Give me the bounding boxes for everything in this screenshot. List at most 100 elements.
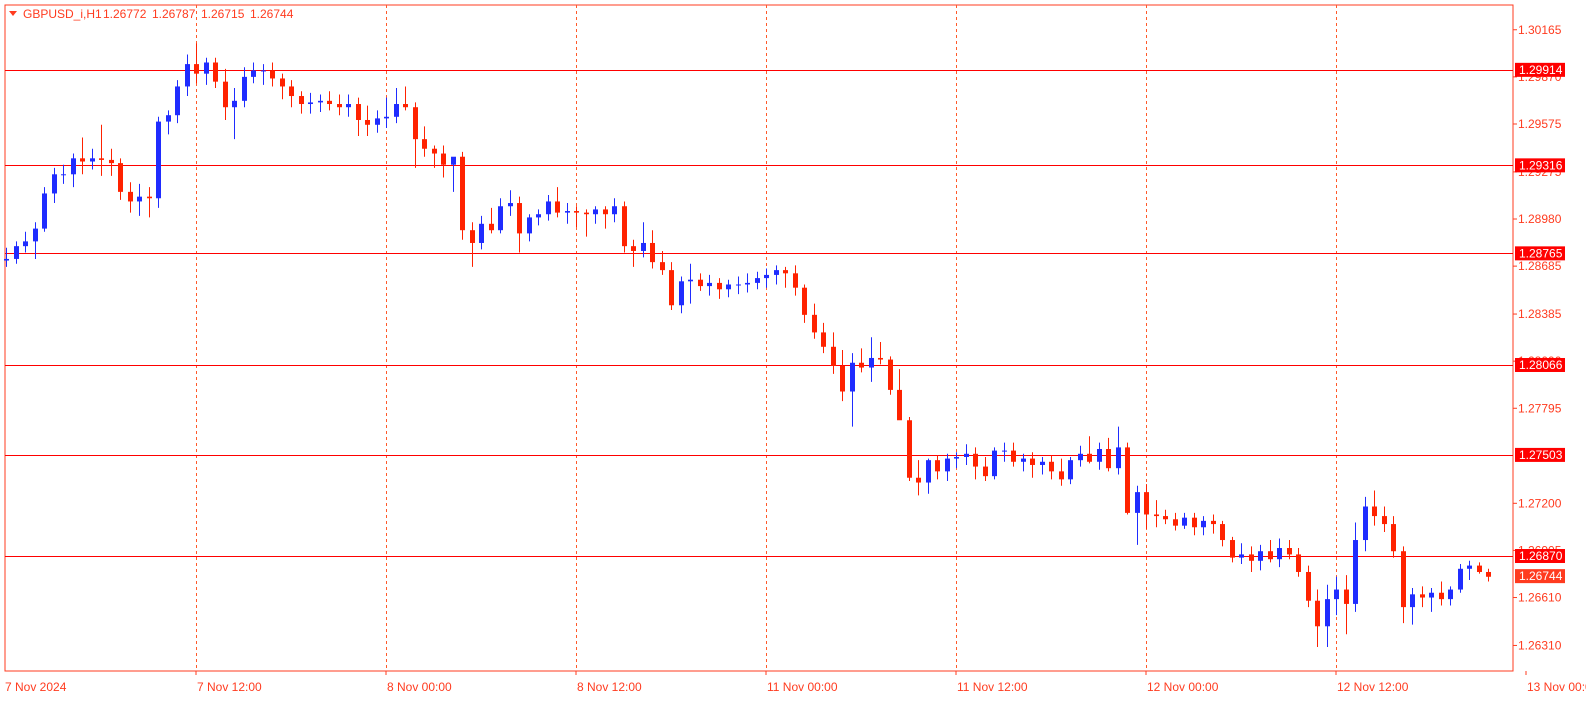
candle-body <box>1021 458 1026 462</box>
candle-body <box>194 64 199 74</box>
candle-body <box>840 365 845 392</box>
candle <box>821 322 826 354</box>
candle-body <box>441 153 446 165</box>
candle-body <box>346 104 351 108</box>
candle <box>42 187 47 232</box>
candle <box>1258 544 1263 571</box>
candle-body <box>1277 548 1282 560</box>
candle-body <box>185 64 190 87</box>
candle <box>850 353 855 427</box>
candle <box>1268 540 1273 563</box>
candle <box>698 273 703 291</box>
candle <box>983 456 988 481</box>
candle-body <box>128 191 133 202</box>
candle-body <box>821 332 826 347</box>
level-label-box <box>1515 357 1565 372</box>
candle <box>1477 562 1482 574</box>
candle-body <box>850 362 855 392</box>
candle-body <box>327 100 332 105</box>
candle-body <box>1125 447 1130 513</box>
candle-body <box>1059 471 1064 480</box>
candle-body <box>1486 571 1491 577</box>
level-label-text: 1.28066 <box>1519 358 1563 372</box>
candle-body <box>356 104 361 120</box>
candle-body <box>508 203 513 207</box>
candle <box>1458 563 1463 593</box>
candle <box>71 153 76 188</box>
candle <box>118 158 123 200</box>
candle-body <box>1439 592 1444 600</box>
candle <box>565 203 570 224</box>
candle <box>232 88 237 140</box>
candle-body <box>603 209 608 215</box>
candle <box>346 94 351 117</box>
candle-body <box>80 158 85 162</box>
candle <box>128 182 133 213</box>
candle <box>479 215 484 250</box>
y-tick-label: 1.28385 <box>1518 307 1562 321</box>
candle-body <box>812 314 817 333</box>
candle-body <box>926 460 931 483</box>
level-label-box <box>1515 549 1565 564</box>
candle-body <box>707 282 712 287</box>
candle-body <box>1306 571 1311 601</box>
candle-body <box>593 209 598 215</box>
candle <box>318 94 323 113</box>
y-tick-label: 1.28980 <box>1518 212 1562 226</box>
candle-body <box>1287 548 1292 555</box>
candle <box>660 250 665 275</box>
candle <box>717 278 722 299</box>
candle-body <box>498 206 503 231</box>
y-tick-label: 1.30165 <box>1518 23 1562 37</box>
candle <box>669 262 674 311</box>
candle <box>964 444 969 465</box>
x-tick-label: 8 Nov 00:00 <box>387 680 452 694</box>
x-tick-label: 13 Nov 00:00 <box>1527 680 1586 694</box>
candle <box>1372 490 1377 526</box>
candle-body <box>859 362 864 368</box>
candle-body <box>916 477 921 483</box>
candle <box>1068 456 1073 485</box>
candle <box>574 206 579 227</box>
candle-body <box>641 242 646 251</box>
candle-body <box>432 148 437 154</box>
time-axis: 7 Nov 2024 7 Nov 12:00 8 Nov 00:00 8 Nov 12… <box>5 671 1586 694</box>
candle-body <box>888 359 893 390</box>
candle <box>261 64 266 85</box>
candle <box>688 263 693 304</box>
candle <box>508 190 513 216</box>
symbol-label: GBPUSD_i,H1 <box>23 7 102 21</box>
candle-body <box>536 214 541 218</box>
candle-body <box>945 458 950 472</box>
candle <box>1239 543 1244 564</box>
candle-body <box>1192 517 1197 528</box>
horizontal-levels[interactable] <box>5 70 1513 557</box>
candle <box>489 207 494 234</box>
candle-body <box>574 211 579 213</box>
candle-body <box>232 100 237 108</box>
candle-body <box>1258 551 1263 561</box>
candle-body <box>802 287 807 315</box>
candle-body <box>204 62 209 74</box>
candle <box>375 110 380 133</box>
current-price-text: 1.26744 <box>1519 569 1563 583</box>
candle <box>403 86 408 111</box>
candle <box>1125 442 1130 515</box>
candle-body <box>1296 554 1301 572</box>
candle-body <box>280 78 285 87</box>
candle-body <box>375 118 380 125</box>
candle-body <box>1429 592 1434 598</box>
y-tick-label: 1.28685 <box>1518 259 1562 273</box>
candle-body <box>1201 520 1206 528</box>
candle <box>764 268 769 288</box>
candle <box>23 231 28 253</box>
candle <box>935 455 940 480</box>
dropdown-triangle-icon[interactable] <box>9 11 17 16</box>
candle-body <box>4 258 9 261</box>
candle-body <box>1135 492 1140 513</box>
candle <box>299 91 304 114</box>
candle <box>973 447 978 480</box>
symbol-header: GBPUSD_i,H1 1.26772 1.26787 1.26715 1.26… <box>9 7 294 21</box>
